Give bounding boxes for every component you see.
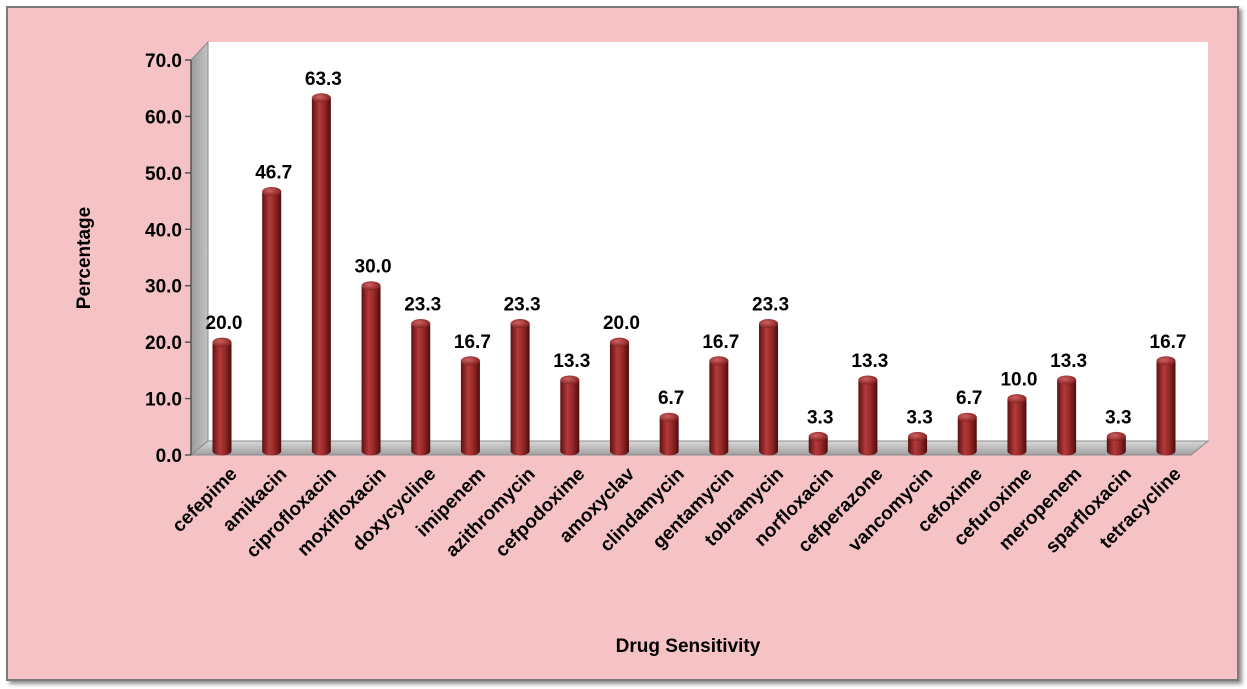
bar	[411, 319, 431, 456]
bar-body	[957, 417, 977, 456]
bar-cap	[759, 319, 779, 329]
bar-cap	[1057, 375, 1077, 385]
bar-body	[609, 342, 629, 456]
bar	[510, 319, 530, 456]
data-label: 16.7	[1150, 332, 1187, 353]
data-label: 3.3	[1105, 407, 1131, 428]
data-label: 13.3	[553, 351, 590, 372]
bar	[957, 412, 977, 456]
y-axis-title: Percentage	[74, 207, 95, 309]
y-tick-label: 20.0	[145, 333, 182, 354]
bar-body	[759, 323, 779, 456]
bar-body	[262, 191, 282, 456]
bar-body	[858, 379, 878, 456]
bar	[908, 431, 928, 456]
bar-body	[1007, 398, 1027, 456]
bar	[262, 186, 282, 456]
bar	[361, 281, 381, 456]
bar-body	[361, 285, 381, 456]
bar-body	[1156, 360, 1176, 456]
bars	[212, 93, 1176, 456]
bar-cap	[361, 281, 381, 291]
bar-body	[908, 436, 928, 456]
data-label: 6.7	[956, 388, 982, 409]
bar-cap	[460, 356, 480, 366]
plot-side-wall	[190, 40, 209, 457]
bar-body	[311, 97, 331, 456]
data-label: 23.3	[504, 295, 541, 316]
data-label: 46.7	[255, 162, 292, 183]
y-tick-label: 10.0	[145, 390, 182, 411]
bar-cap	[858, 375, 878, 385]
data-label: 63.3	[305, 69, 342, 90]
plot-floor	[189, 440, 1210, 456]
bar-cap	[262, 186, 282, 196]
bar	[1007, 394, 1027, 456]
plot-area	[189, 40, 1210, 457]
bar	[759, 319, 779, 456]
bar	[1106, 431, 1126, 456]
data-label: 13.3	[851, 351, 888, 372]
bar-body	[1057, 379, 1077, 456]
bar	[1057, 375, 1077, 456]
bar-body	[659, 417, 679, 456]
bar	[858, 375, 878, 456]
bar	[460, 356, 480, 456]
y-tick-label: 30.0	[145, 277, 182, 298]
data-label: 3.3	[906, 407, 932, 428]
bar	[808, 431, 828, 456]
bar-cap	[311, 93, 331, 103]
bar-cap	[808, 431, 828, 441]
bar	[1156, 356, 1176, 456]
bar-body	[808, 436, 828, 456]
bar-body	[510, 323, 530, 456]
bar-body	[1106, 436, 1126, 456]
x-axis: cefepimeamikacinciprofloxacinmoxifloxaci…	[168, 463, 1185, 562]
x-axis-title: Drug Sensitivity	[616, 636, 761, 657]
data-labels: 20.0 46.7 63.3 30.0 23.3 16.7 23.3 13.3 20.0 6.7 1…	[206, 69, 1187, 429]
data-label: 20.0	[206, 313, 243, 334]
data-label: 16.7	[454, 332, 491, 353]
bar-body	[709, 360, 729, 456]
data-label: 10.0	[1000, 370, 1037, 391]
bar-body	[560, 379, 580, 456]
data-label: 13.3	[1050, 351, 1087, 372]
bar-cap	[411, 319, 431, 329]
bar	[212, 337, 232, 456]
y-axis: 0.0 10.0 20.0 30.0 40.0 50.0 60.0 70.0	[145, 51, 192, 467]
bar	[659, 412, 679, 456]
bar	[311, 93, 331, 456]
bar	[609, 337, 629, 456]
y-tick-label: 70.0	[145, 51, 182, 72]
bar-cap	[957, 412, 977, 422]
bar-cap	[659, 412, 679, 422]
bar-cap	[212, 337, 232, 347]
bar-body	[460, 360, 480, 456]
data-label: 23.3	[752, 295, 789, 316]
bar-cap	[1156, 356, 1176, 366]
bar-cap	[510, 319, 530, 329]
bar	[560, 375, 580, 456]
bar-body	[411, 323, 431, 456]
data-label: 3.3	[807, 407, 833, 428]
data-label: 30.0	[355, 257, 392, 278]
y-tick-label: 0.0	[156, 446, 182, 467]
data-label: 6.7	[658, 388, 684, 409]
y-tick-label: 50.0	[145, 164, 182, 185]
bar-cap	[908, 431, 928, 441]
data-label: 20.0	[603, 313, 640, 334]
bar-body	[212, 342, 232, 456]
bar-cap	[560, 375, 580, 385]
bar-cap	[709, 356, 729, 366]
bar-cap	[1106, 431, 1126, 441]
y-tick-label: 40.0	[145, 220, 182, 241]
data-label: 23.3	[404, 295, 441, 316]
bar	[709, 356, 729, 456]
y-tick-label: 60.0	[145, 107, 182, 128]
data-label: 16.7	[702, 332, 739, 353]
bar-cap	[1007, 394, 1027, 404]
bar-cap	[609, 337, 629, 347]
